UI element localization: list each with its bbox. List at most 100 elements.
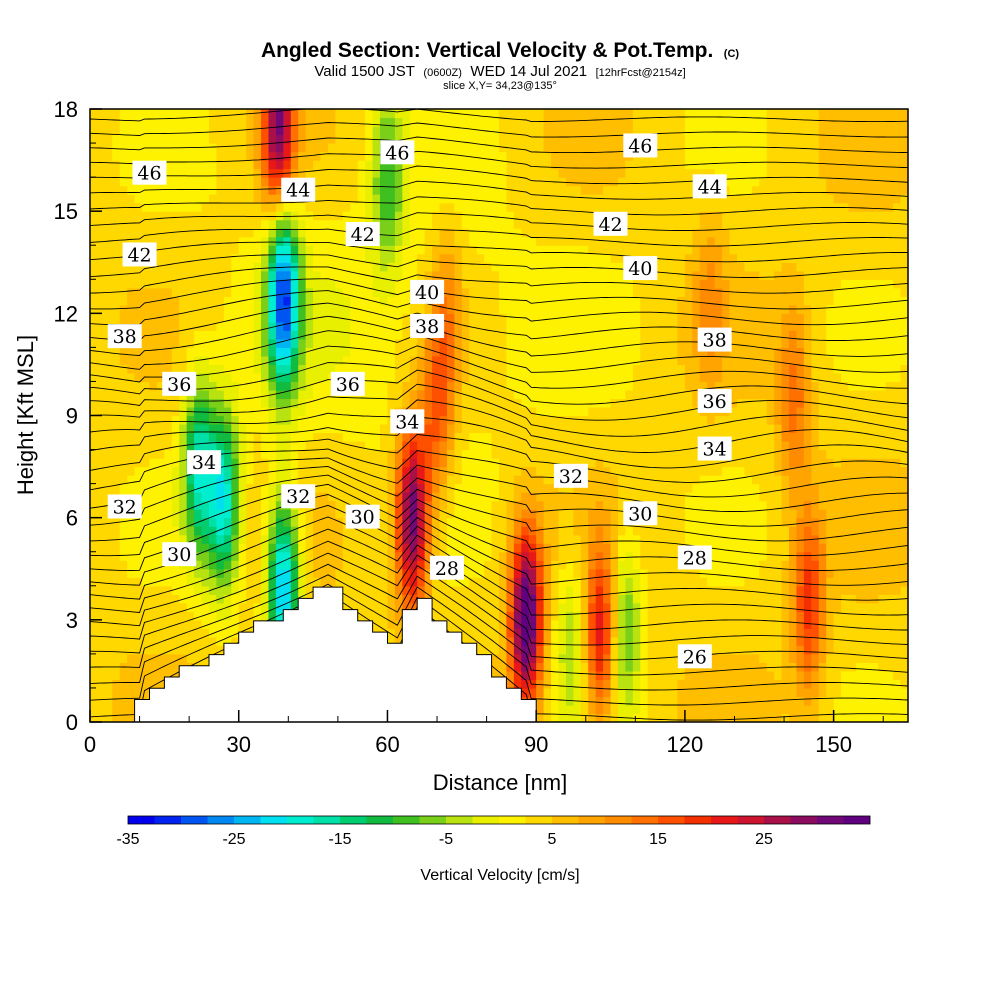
theta-label-text: 42 [127, 244, 151, 266]
theta-label: 28 [429, 555, 464, 580]
subtitle-date: WED 14 Jul 2021 [470, 63, 587, 80]
colorbar-swatch [181, 816, 208, 824]
theta-label: 34 [187, 450, 222, 475]
colorbar-swatch [154, 816, 182, 824]
y-tick-label: 9 [66, 404, 78, 429]
colorbar-swatch [764, 816, 791, 824]
colorbar-tick-label: 5 [548, 831, 557, 848]
theta-label-text: 30 [351, 507, 375, 529]
theta-isoline [90, 241, 908, 263]
theta-isoline [90, 315, 908, 357]
colorbar-swatch [525, 816, 553, 824]
theta-isoline [90, 345, 908, 389]
colorbar-ticks: -35 -25 -15 -5 5 15 25 [116, 831, 773, 848]
theta-label: 28 [677, 545, 712, 570]
terrain [90, 586, 908, 722]
theta-label-text: 38 [415, 316, 439, 338]
theta-isoline [90, 212, 908, 231]
theta-label: 34 [390, 409, 425, 434]
theta-isoline [90, 278, 908, 310]
theta-label: 40 [623, 256, 658, 281]
theta-label-text: 32 [559, 466, 583, 488]
colorbar-swatch [446, 816, 473, 824]
theta-isoline [90, 266, 908, 294]
x-tick-label: 30 [226, 732, 250, 757]
theta-label-text: 26 [683, 646, 707, 668]
x-tick-label: 150 [815, 732, 852, 757]
theta-isoline [90, 552, 908, 646]
y-axis-label: Height [Kft MSL] [13, 335, 38, 495]
colorbar [127, 815, 871, 825]
y-axis-ticks: 0 3 6 9 12 15 18 [54, 97, 102, 735]
x-tick-label: 120 [667, 732, 704, 757]
colorbar-tick-label: -35 [116, 831, 139, 848]
theta-label-text: 34 [395, 411, 419, 433]
y-tick-label: 3 [66, 608, 78, 633]
theta-isoline [90, 122, 908, 138]
y-tick-label: 18 [54, 97, 78, 122]
colorbar-swatch [737, 816, 765, 824]
theta-isoline [90, 399, 908, 453]
subtitle-utc: (0600Z) [423, 67, 462, 79]
theta-label-text: 34 [192, 452, 216, 474]
theta-label: 46 [380, 140, 415, 165]
theta-isoline [90, 433, 908, 483]
theta-label: 44 [692, 174, 727, 199]
theta-isoline [90, 540, 908, 631]
theta-label: 38 [107, 324, 142, 349]
theta-isoline [90, 457, 908, 512]
theta-isoline [90, 591, 908, 706]
theta-label: 36 [330, 371, 365, 396]
theta-contour-labels: 46 46 46 44 44 42 42 42 40 40 38 38 38 36 36 36 34 34 34 32… [107, 133, 732, 669]
colorbar-swatch [499, 816, 526, 824]
theta-isoline [90, 528, 908, 616]
theta-isoline [90, 330, 908, 373]
subtitle-forecast: [12hrFcst@2154z] [596, 67, 686, 79]
theta-label-text: 44 [698, 176, 722, 198]
colorbar-swatch [817, 816, 844, 824]
theta-label-text: 30 [167, 544, 191, 566]
colorbar-label: Vertical Velocity [cm/s] [420, 867, 579, 884]
theta-isoline [90, 416, 908, 469]
y-tick-label: 12 [54, 301, 78, 326]
y-tick-label: 0 [66, 710, 78, 735]
chart-title-unit: (C) [724, 48, 740, 60]
theta-isoline [90, 254, 908, 278]
x-tick-label: 0 [84, 732, 96, 757]
colorbar-swatch [658, 816, 685, 824]
colorbar-swatch [605, 816, 632, 824]
colorbar-swatch [552, 816, 579, 824]
theta-label: 32 [553, 463, 588, 488]
theta-isoline [90, 504, 908, 586]
x-tick-label: 90 [524, 732, 548, 757]
colorbar-swatch [128, 816, 155, 824]
theta-label: 38 [410, 313, 445, 338]
theta-label: 40 [410, 279, 445, 304]
theta-label: 42 [345, 222, 380, 247]
colorbar-tick-label: -25 [222, 831, 245, 848]
theta-label: 46 [132, 160, 167, 185]
theta-label-text: 28 [435, 558, 459, 580]
theta-isoline [90, 356, 908, 405]
theta-isoline [90, 563, 908, 661]
theta-isoline [90, 302, 908, 341]
x-axis-ticks: 0 30 60 90 120 150 [84, 710, 884, 757]
theta-isoline [90, 136, 908, 154]
theta-isoline [90, 574, 908, 676]
y-tick-label: 6 [66, 506, 78, 531]
theta-isoline [90, 369, 908, 421]
theta-label-text: 38 [113, 326, 137, 348]
theta-isoline [90, 474, 908, 542]
theta-label: 30 [623, 501, 658, 526]
theta-label-text: 36 [703, 391, 727, 413]
theta-label: 34 [697, 436, 732, 461]
chart-title: Angled Section: Vertical Velocity & Pot.… [261, 39, 739, 62]
x-tick-label: 60 [375, 732, 399, 757]
theta-label: 42 [593, 211, 628, 236]
theta-label-text: 46 [628, 135, 652, 157]
theta-label: 30 [345, 504, 380, 529]
theta-label: 30 [162, 542, 197, 567]
theta-label-text: 42 [351, 224, 375, 246]
theta-isoline [90, 383, 908, 437]
colorbar-tick-label: -5 [439, 831, 453, 848]
